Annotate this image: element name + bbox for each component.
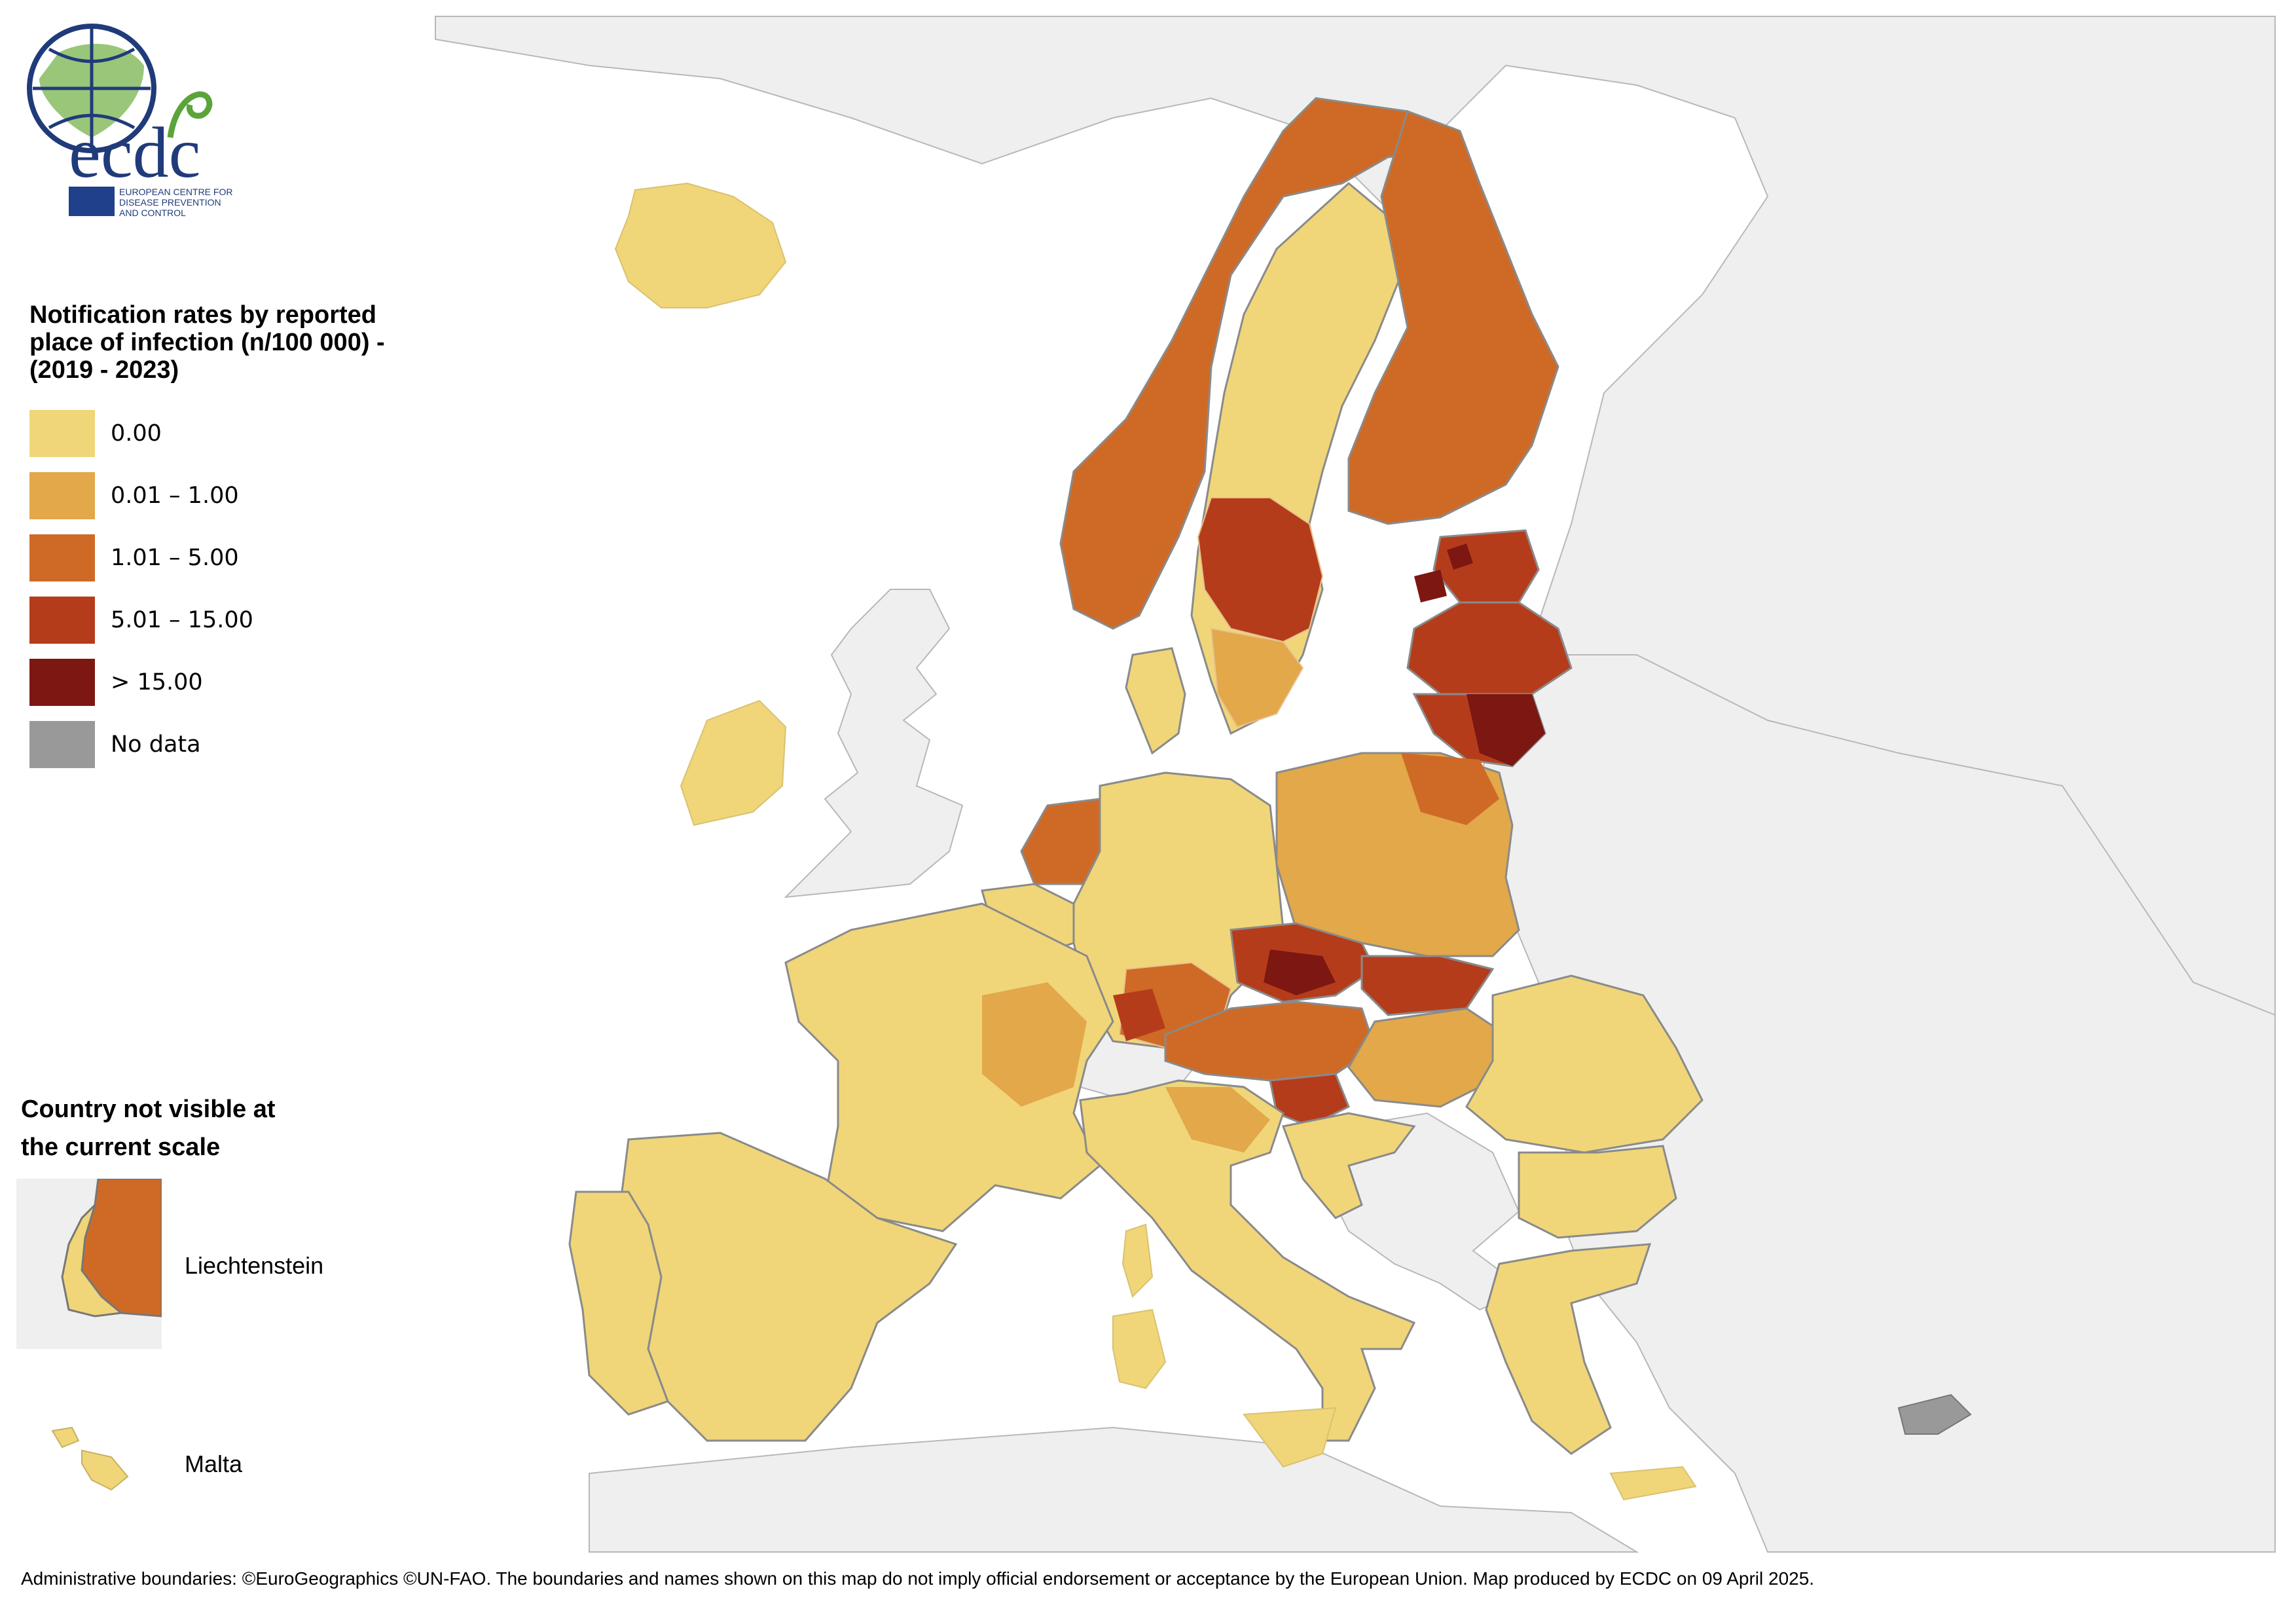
ecdc-logo: ecdc EUROPEAN CENTRE FOR DISEASE PREVENT…	[20, 13, 255, 223]
legend-swatch	[29, 720, 95, 768]
croatia	[1281, 1112, 1416, 1219]
legend-label: 1.01 – 5.00	[111, 544, 239, 571]
legend-title-line3: (2019 - 2023)	[29, 356, 179, 384]
czechia-core	[1264, 950, 1336, 995]
inset-title-line2: the current scale	[21, 1134, 221, 1161]
logo-subtitle-line1: EUROPEAN CENTRE FOR	[119, 187, 232, 197]
denmark	[1125, 647, 1186, 755]
legend-item: 0.00	[29, 402, 455, 464]
eu-flag-icon	[69, 187, 115, 216]
finland	[1347, 110, 1559, 525]
germany-southwest	[1113, 989, 1165, 1041]
france-east	[982, 982, 1087, 1107]
legend-title-line2: place of infection (n/100 000) -	[29, 329, 385, 356]
map-legend: Notification rates by reported place of …	[29, 301, 455, 775]
italy	[1079, 1079, 1416, 1442]
sicily	[1243, 1407, 1337, 1468]
italy-north	[1165, 1087, 1270, 1153]
portugal	[568, 1190, 669, 1416]
sweden-south	[1197, 497, 1324, 643]
legend-label: No data	[111, 731, 201, 758]
legend-item: 1.01 – 5.00	[29, 526, 455, 589]
bulgaria	[1518, 1145, 1677, 1239]
liechtenstein-map	[61, 1179, 162, 1318]
crete	[1609, 1466, 1697, 1501]
sardinia	[1112, 1308, 1167, 1390]
legend-swatch	[29, 534, 95, 581]
inset-title-line1: Country not visible at	[21, 1096, 276, 1123]
legend-item: No data	[29, 713, 455, 775]
lithuania-east	[1467, 694, 1545, 766]
logo-subtitle-line2: DISEASE PREVENTION	[119, 197, 221, 208]
globe-icon: ecdc EUROPEAN CENTRE FOR DISEASE PREVENT…	[27, 24, 232, 218]
malta-map	[51, 1426, 129, 1491]
legend-swatch	[29, 471, 95, 519]
ecdc-wordmark: ecdc	[69, 113, 200, 193]
legend-label: > 15.00	[111, 669, 203, 695]
liechtenstein-label: Liechtenstein	[185, 1252, 324, 1279]
corsica	[1121, 1223, 1154, 1298]
estonia-islands	[1414, 544, 1473, 602]
uk-land	[784, 589, 964, 898]
legend-item: 0.01 – 1.00	[29, 464, 455, 526]
norway	[1059, 97, 1442, 630]
poland-northeast	[1401, 753, 1499, 825]
legend-title-line1: Notification rates by reported	[29, 301, 376, 329]
logo-subtitle-line3: AND CONTROL	[119, 208, 186, 218]
legend-item: > 15.00	[29, 651, 455, 713]
legend-swatch	[29, 409, 95, 457]
inset-title: Country not visible at the current scale	[21, 1090, 348, 1166]
malta-label: Malta	[185, 1450, 243, 1477]
iceland	[614, 182, 787, 308]
hungary	[1347, 1007, 1507, 1108]
liechtenstein-inset	[16, 1179, 162, 1349]
legend-swatch	[29, 596, 95, 644]
legend-label: 0.01 – 1.00	[111, 482, 239, 509]
legend-item: 5.01 – 15.00	[29, 589, 455, 651]
romania	[1465, 974, 1704, 1154]
latvia	[1406, 601, 1573, 695]
non-eu-land-south	[589, 1426, 1639, 1553]
legend-title: Notification rates by reported place of …	[29, 301, 455, 384]
legend-swatch	[29, 658, 95, 706]
legend-label: 5.01 – 15.00	[111, 606, 253, 633]
sweden-south-coast	[1210, 627, 1304, 728]
legend-label: 0.00	[111, 420, 162, 447]
non-eu-land-east	[1472, 654, 2276, 1553]
map-footer-credits: Administrative boundaries: ©EuroGeograph…	[21, 1568, 1815, 1589]
cyprus	[1897, 1393, 1972, 1435]
greece	[1485, 1243, 1652, 1455]
ireland	[680, 699, 787, 826]
